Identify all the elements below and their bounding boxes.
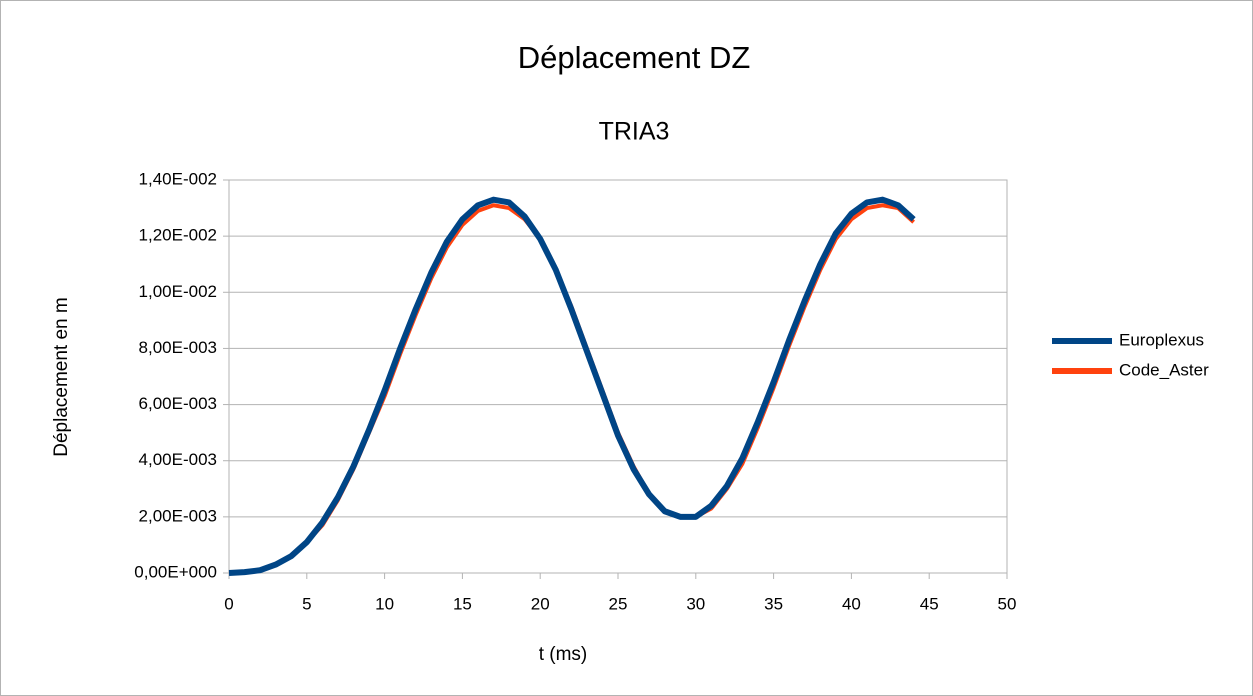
y-tick-label: 1,40E-002 — [139, 169, 217, 188]
x-tick-label: 50 — [998, 594, 1017, 613]
plot-frame — [228, 179, 1008, 574]
chart-subtitle: TRIA3 — [599, 118, 670, 146]
y-tick-label: 2,00E-003 — [139, 506, 217, 525]
y-tick-label: 6,00E-003 — [139, 394, 217, 413]
y-tick-label: 1,00E-002 — [139, 282, 217, 301]
x-tick-label: 20 — [531, 594, 550, 613]
y-tick-label: 0,00E+000 — [134, 562, 217, 581]
x-tick-label: 0 — [224, 594, 233, 613]
x-tick-label: 45 — [920, 594, 939, 613]
y-axis-label: Déplacement en m — [51, 297, 72, 456]
x-tick-label: 30 — [686, 594, 705, 613]
x-axis-label: t (ms) — [539, 644, 588, 665]
x-tick-label: 35 — [764, 594, 783, 613]
x-tick-label: 5 — [302, 594, 311, 613]
y-tick-label: 4,00E-003 — [139, 450, 217, 469]
legend-label: Europlexus — [1119, 330, 1204, 349]
chart-title: Déplacement DZ — [518, 40, 751, 75]
x-tick-label: 10 — [375, 594, 394, 613]
x-tick-label: 40 — [842, 594, 861, 613]
y-tick-label: 1,20E-002 — [139, 226, 217, 245]
x-tick-label: 25 — [609, 594, 628, 613]
y-tick-label: 8,00E-003 — [139, 338, 217, 357]
series-line — [228, 196, 916, 576]
legend-label: Code_Aster — [1119, 360, 1209, 379]
x-tick-label: 15 — [453, 594, 472, 613]
